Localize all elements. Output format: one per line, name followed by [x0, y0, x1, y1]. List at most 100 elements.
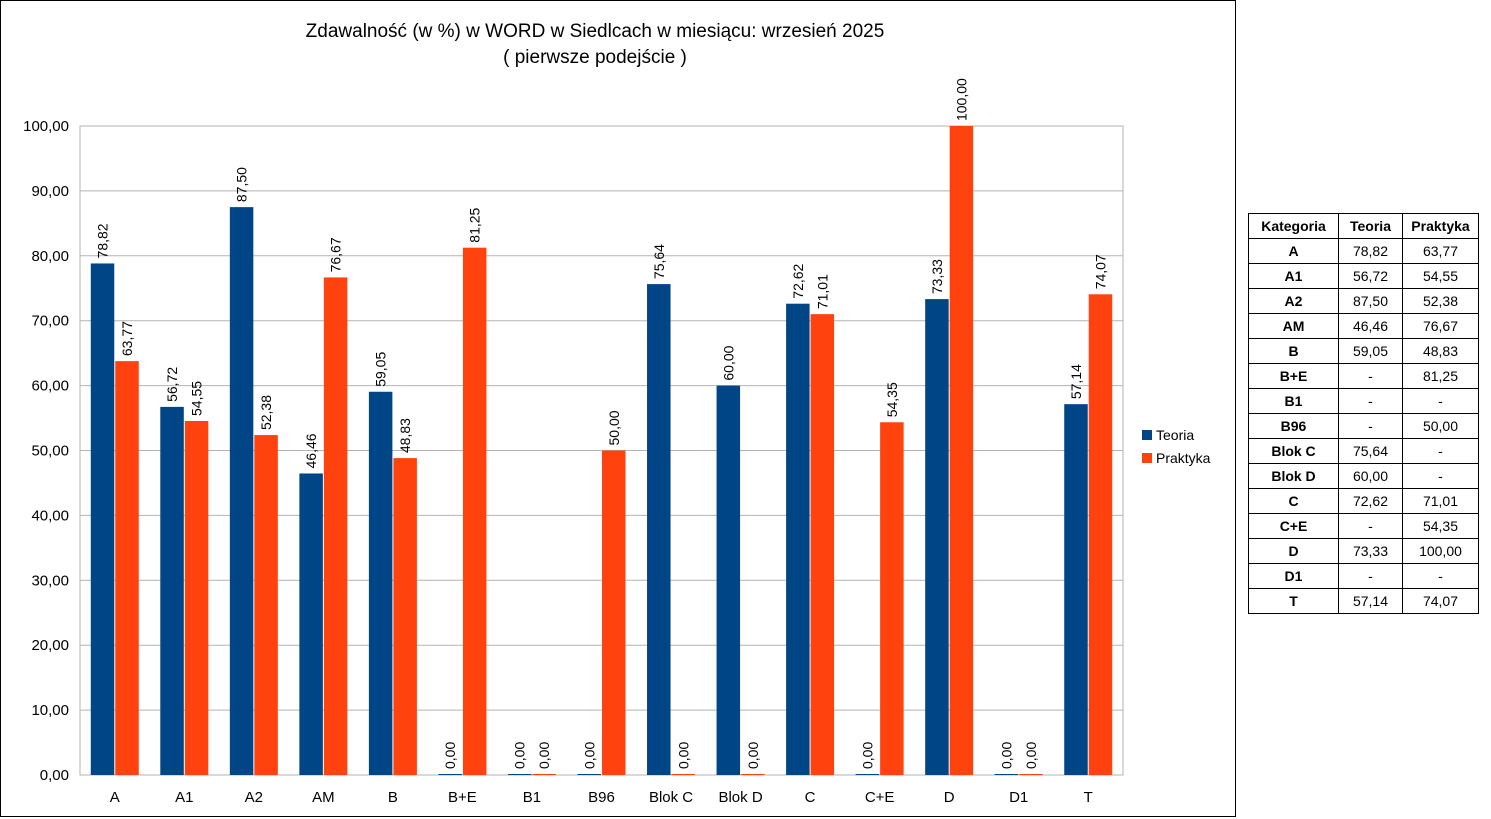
- table-cell-category: C: [1248, 488, 1339, 514]
- data-label: 73,33: [929, 259, 945, 294]
- chart-title: Zdawalność (w %) w WORD w Siedlcach w mi…: [306, 21, 885, 42]
- table-cell-teoria: 59,05: [1338, 338, 1403, 364]
- x-tick-label: A2: [245, 789, 263, 806]
- table-header-row: Kategoria Teoria Praktyka: [1248, 213, 1479, 239]
- x-tick-label: B96: [588, 789, 615, 806]
- bar-teoria: [786, 303, 810, 775]
- data-label: 81,25: [467, 207, 483, 242]
- table-cell-praktyka: 74,07: [1402, 588, 1479, 614]
- table-cell-praktyka: -: [1402, 463, 1479, 489]
- data-label: 74,07: [1092, 254, 1108, 289]
- table-row: B96-50,00: [1248, 413, 1479, 439]
- data-label: 48,83: [397, 418, 413, 453]
- bar-praktyka: [184, 420, 209, 775]
- bar-praktyka: [254, 435, 278, 775]
- table-row: D 73,33 100,00: [1248, 538, 1479, 564]
- y-tick-label: 40,00: [31, 507, 69, 524]
- data-label: 0,00: [512, 742, 528, 769]
- y-tick-label: 80,00: [31, 248, 69, 265]
- table-cell-category: C+E: [1248, 513, 1339, 539]
- data-label: 54,35: [884, 382, 900, 417]
- table-cell-category: A1: [1248, 263, 1339, 289]
- table-cell-teoria: 73,33: [1338, 538, 1403, 564]
- x-tick-label: A1: [175, 789, 193, 806]
- data-label: 78,82: [95, 223, 111, 258]
- bars: [90, 126, 1113, 775]
- data-label: 46,46: [303, 433, 319, 468]
- table-row: B1- -: [1248, 388, 1479, 414]
- table-cell-teoria: 75,64: [1338, 438, 1403, 464]
- bar-teoria: [925, 299, 949, 775]
- data-label: 57,14: [1068, 364, 1084, 399]
- table-cell-category: D: [1248, 538, 1339, 564]
- table-cell-praktyka: 76,67: [1402, 313, 1479, 339]
- data-labels: 78,82 63,77 56,72 54,55 87,50 52,38 46,46 76,67…: [95, 78, 1109, 769]
- table-cell-category: Blok D: [1248, 463, 1339, 489]
- bar-praktyka: [323, 277, 348, 775]
- table-cell-praktyka: 48,83: [1402, 338, 1479, 364]
- table-cell-category: Blok C: [1248, 438, 1339, 464]
- legend-label-teoria: Teoria: [1156, 427, 1194, 443]
- bar-teoria: [647, 284, 671, 775]
- data-label: 75,64: [651, 244, 667, 279]
- table-cell-praktyka: 50,00: [1402, 413, 1479, 439]
- table-cell-teoria: 56,72: [1338, 263, 1403, 289]
- table-cell-praktyka: 54,35: [1402, 513, 1479, 539]
- table-cell-category: D1: [1248, 563, 1339, 589]
- table-row: B 59,05 48,83: [1248, 338, 1479, 364]
- bar-teoria: [229, 207, 254, 775]
- bar-teoria: [299, 473, 323, 775]
- x-tick-label: T: [1084, 789, 1093, 806]
- header-praktyka: Praktyka: [1402, 213, 1479, 239]
- data-label: 100,00: [953, 78, 969, 121]
- table-row: Blok C 75,64-: [1248, 438, 1479, 464]
- data-label: 54,55: [189, 381, 205, 416]
- data-label: 0,00: [859, 742, 875, 769]
- bar-praktyka: [810, 314, 835, 775]
- x-tick-label: Blok C: [649, 789, 693, 806]
- x-tick-label: C+E: [865, 789, 895, 806]
- data-label: 0,00: [745, 742, 761, 769]
- header-kategoria: Kategoria: [1248, 213, 1339, 239]
- x-axis-labels: A A1 A2 AM B B+E B1 B96 Blok C Blok D C C+E D D1 T: [110, 789, 1093, 806]
- data-label: 0,00: [581, 742, 597, 769]
- table-cell-teoria: -: [1338, 363, 1403, 389]
- table-cell-teoria: -: [1338, 563, 1403, 589]
- data-label: 76,67: [328, 237, 344, 272]
- bar-teoria: [577, 774, 601, 775]
- data-label: 50,00: [606, 410, 622, 445]
- table-cell-category: B+E: [1248, 363, 1339, 389]
- bar-teoria: [438, 774, 462, 775]
- x-tick-label: B: [388, 789, 398, 806]
- y-axis-ticks: 0,00 10,00 20,00 30,00 40,00 50,00 60,00 70,00 8…: [23, 118, 69, 784]
- table-row: B+E -81,25: [1248, 363, 1479, 389]
- table-row: AM 46,46 76,67: [1248, 313, 1479, 339]
- bar-teoria: [994, 774, 1019, 775]
- y-tick-label: 60,00: [31, 378, 69, 395]
- header-teoria: Teoria: [1338, 213, 1403, 239]
- x-tick-label: B1: [523, 789, 541, 806]
- bar-praktyka: [462, 247, 487, 775]
- chart-frame: Zdawalność (w %) w WORD w Siedlcach w mi…: [0, 0, 1236, 817]
- x-tick-label: C: [805, 789, 816, 806]
- table-cell-praktyka: -: [1402, 563, 1479, 589]
- x-tick-label: D: [944, 789, 955, 806]
- y-tick-label: 30,00: [31, 572, 69, 589]
- table-cell-teoria: -: [1338, 388, 1403, 414]
- table-cell-teoria: 60,00: [1338, 463, 1403, 489]
- plot-area-border: [79, 125, 1124, 776]
- bar-teoria: [716, 385, 741, 775]
- legend: Teoria Praktyka: [1142, 427, 1211, 466]
- data-label: 72,62: [790, 263, 806, 298]
- bar-praktyka: [1019, 774, 1043, 775]
- data-table: Kategoria Teoria Praktyka A 78,82 63,77 A1 5…: [1248, 213, 1479, 614]
- table-cell-teoria: 57,14: [1338, 588, 1403, 614]
- bar-praktyka: [393, 458, 417, 775]
- table-cell-category: B1: [1248, 388, 1339, 414]
- table-row: D1- -: [1248, 563, 1479, 589]
- table-cell-praktyka: -: [1402, 438, 1479, 464]
- y-tick-label: 70,00: [31, 313, 69, 330]
- y-tick-label: 90,00: [31, 183, 69, 200]
- x-tick-label: AM: [312, 789, 335, 806]
- bar-praktyka: [532, 774, 556, 775]
